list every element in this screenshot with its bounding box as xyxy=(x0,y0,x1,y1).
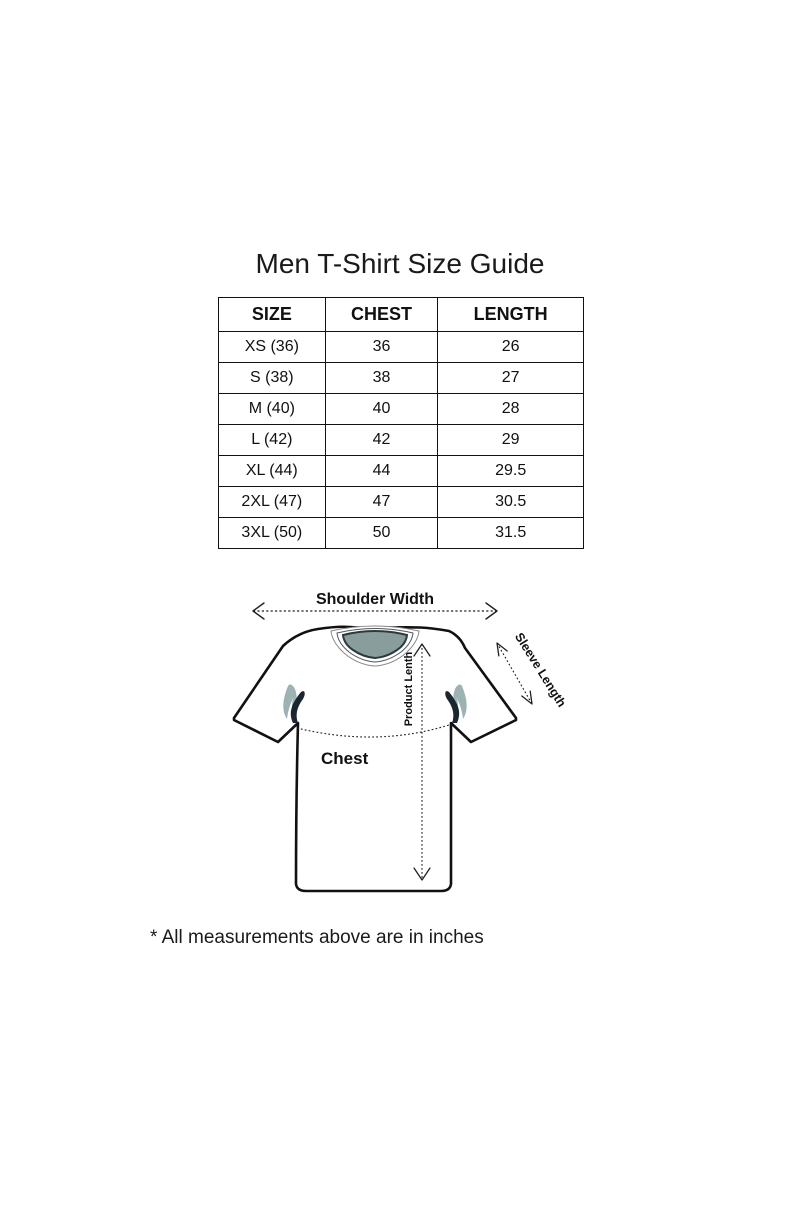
svg-text:Chest: Chest xyxy=(321,749,369,768)
svg-text:Sleeve Length: Sleeve Length xyxy=(512,630,569,709)
svg-text:Product Lenth: Product Lenth xyxy=(403,651,415,726)
svg-text:Shoulder Width: Shoulder Width xyxy=(316,591,434,608)
